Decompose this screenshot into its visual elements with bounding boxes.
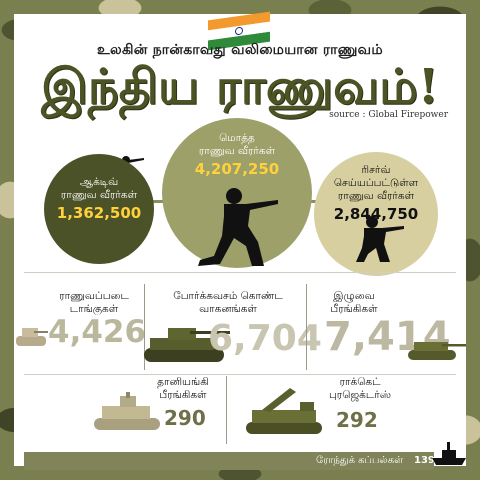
kneeling-soldier-icon: [198, 188, 278, 266]
self-propelled-label-line: தானியங்கி: [157, 376, 209, 388]
total-personnel-label: ராணுவ வீரர்கள்: [198, 145, 276, 157]
rocket-label-line: புரஜெக்டர்ஸ்: [328, 389, 391, 401]
section-divider: [226, 376, 227, 444]
tank-icon: [16, 328, 48, 346]
total-personnel-value: 4,207,250: [194, 160, 280, 178]
rocket-label-line: ராக்கெட்: [339, 376, 381, 388]
rocket-projectors-value: 292: [336, 408, 378, 432]
tanks-label-line: டாங்குகள்: [69, 303, 119, 315]
self-propelled-label-line: பீரங்கிகள்: [159, 389, 207, 401]
source-credit: source : Global Firepower: [329, 110, 448, 120]
section-divider: [306, 284, 307, 370]
patrol-vessels-value: 139: [414, 455, 435, 466]
reserve-personnel-value: 2,844,750: [333, 205, 419, 223]
armored-label-line: வாகனங்கள்: [199, 303, 257, 315]
armored-vehicle-icon: [144, 328, 230, 362]
active-personnel-label: ஆக்டிவ்: [79, 176, 119, 188]
active-personnel-value: 1,362,500: [56, 204, 142, 222]
armored-vehicles-label: போர்க்கவசம் கொண்ட வாகனங்கள்: [158, 290, 298, 316]
armored-vehicles-value: 6,704: [208, 318, 322, 359]
active-personnel-label: ராணுவ வீரர்கள்: [60, 189, 138, 201]
active-personnel-circle: ஆக்டிவ் ராணுவ வீரர்கள் 1,362,500: [44, 154, 154, 264]
towed-label-line: இழுவை: [333, 290, 375, 302]
section-divider: [144, 284, 145, 370]
self-propelled-gun-icon: [94, 392, 160, 430]
warship-icon: [432, 442, 466, 465]
reserve-personnel-label: ராணுவ வீரர்கள்: [337, 190, 415, 202]
section-divider: [24, 374, 456, 375]
reserve-personnel-label: ரிசர்வ்: [361, 164, 391, 176]
rocket-projectors-label: ராக்கெட் புரஜெக்டர்ஸ்: [310, 376, 410, 402]
tanks-label-line: ராணுவப்படை: [59, 290, 129, 302]
headline: உலகின் நான்காவது வலிமையான ராணுவம்: [97, 42, 383, 58]
tanks-value: 4,426: [48, 314, 147, 350]
page-title: இந்திய ராணுவம்!: [41, 59, 439, 115]
rocket-launcher-icon: [246, 388, 322, 434]
armored-label-line: போர்க்கவசம் கொண்ட: [173, 290, 283, 302]
reserve-personnel-circle: ரிசர்வ் செய்யப்பட்டுள்ள ராணுவ வீரர்கள் 2…: [314, 152, 438, 276]
towed-label-line: பீரங்கிகள்: [330, 303, 378, 315]
infographic-panel: உலகின் நான்காவது வலிமையான ராணுவம் இந்திய…: [14, 11, 466, 470]
total-personnel-label: மொத்த: [219, 132, 255, 144]
patrol-vessels-bar: ரோந்துக் கப்பல்கள் 139: [24, 452, 435, 470]
self-propelled-artillery-label: தானியங்கி பீரங்கிகள்: [138, 376, 228, 402]
patrol-vessels-label: ரோந்துக் கப்பல்கள்: [316, 455, 404, 466]
artillery-tank-icon: [408, 342, 466, 360]
section-divider: [24, 272, 456, 273]
self-propelled-artillery-value: 290: [164, 406, 206, 430]
reserve-personnel-label: செய்யப்பட்டுள்ள: [333, 177, 419, 189]
tanks-label: ராணுவப்படை டாங்குகள்: [44, 290, 144, 316]
towed-artillery-label: இழுவை பீரங்கிகள்: [314, 290, 394, 316]
crouching-soldier-icon: [356, 216, 404, 262]
